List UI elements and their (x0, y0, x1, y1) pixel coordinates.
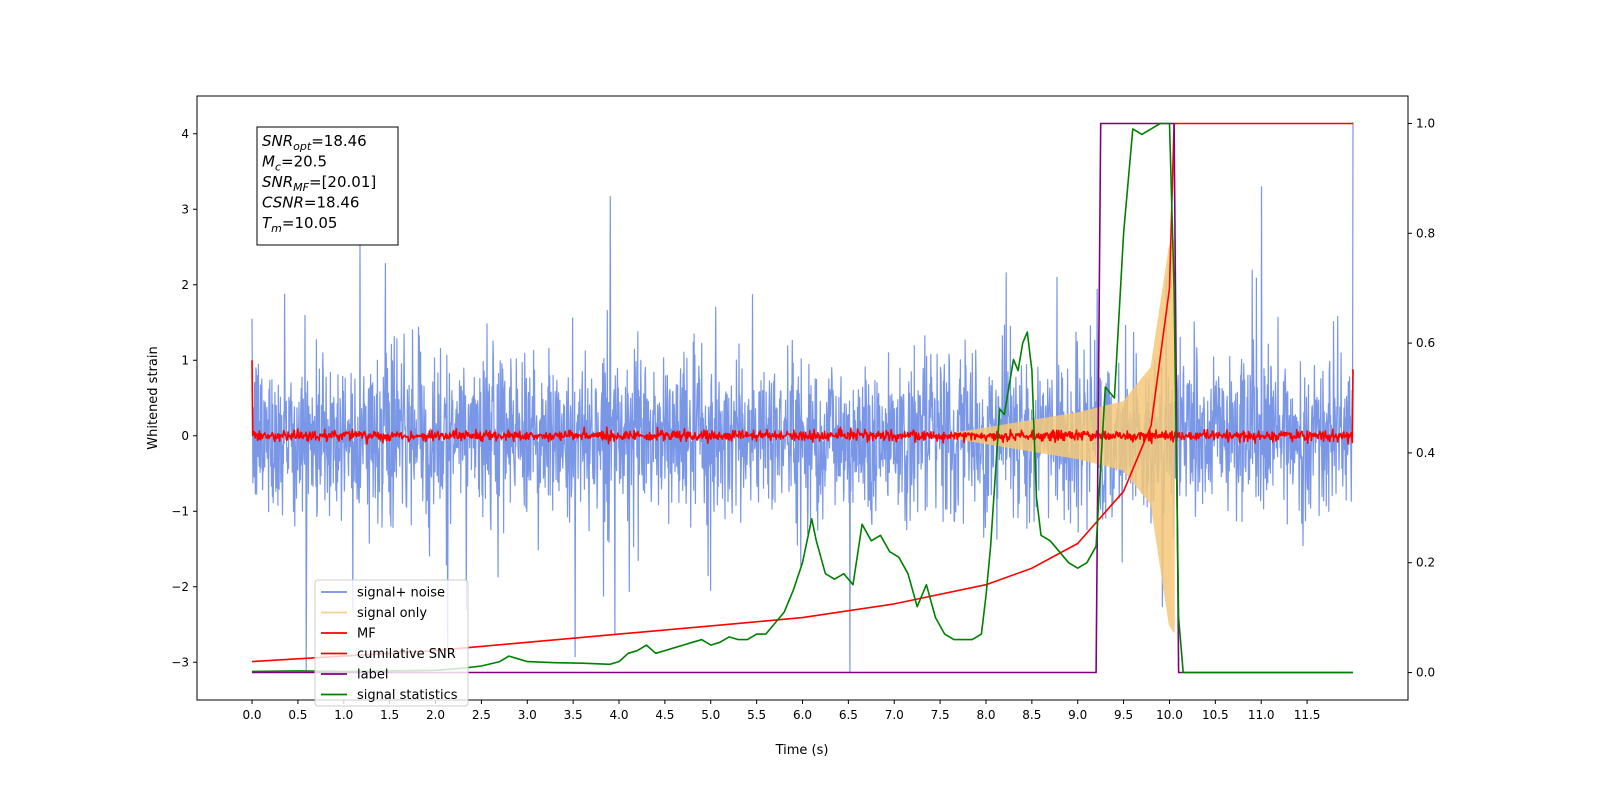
legend-entry-label: cumilative SNR (357, 647, 456, 662)
legend-entry-label: MF (357, 627, 376, 642)
x-tick-label: 9.0 (1068, 708, 1087, 722)
x-tick-label: 9.5 (1114, 708, 1133, 722)
x-tick-label: 5.0 (701, 708, 720, 722)
x-tick-label: 0.0 (242, 708, 261, 722)
legend-entry-label: signal statistics (357, 688, 458, 703)
y-tick-label: −3 (171, 655, 189, 669)
y2-tick-label: 0.8 (1416, 226, 1435, 240)
legend-entry-label: signal only (357, 606, 427, 621)
y-tick-label: 4 (181, 127, 189, 141)
y-tick-label: 2 (181, 278, 189, 292)
y-axis-label: Whitened strain (146, 346, 161, 449)
x-tick-label: 11.5 (1294, 708, 1321, 722)
legend-frame (314, 579, 469, 707)
legend: signal+ noise signal only MF cumilative SNR… (314, 579, 469, 707)
annotation-line: CSNR=18.46 (262, 194, 359, 212)
x-tick-label: 7.5 (931, 708, 950, 722)
x-tick-label: 11.0 (1248, 708, 1275, 722)
x-tick-label: 4.0 (609, 708, 628, 722)
x-tick-label: 1.0 (334, 708, 353, 722)
annotation-line: SNRMF=[20.01] (262, 173, 376, 194)
x-tick-label: 4.5 (655, 708, 674, 722)
x-tick-label: 10.5 (1202, 708, 1229, 722)
series-layer (251, 122, 1354, 674)
x-tick-label: 3.0 (518, 708, 537, 722)
series-line-signal-statistics (251, 122, 1353, 674)
y-tick-label: −2 (171, 580, 189, 594)
annotation-box: SNRopt=18.46Mc=20.5SNRMF=[20.01]CSNR=18.… (256, 126, 399, 246)
x-tick-label: 10.0 (1156, 708, 1183, 722)
annotation-line: Tm=10.05 (262, 214, 337, 235)
x-tick-label: 2.0 (426, 708, 445, 722)
y2-axis: 0.0 0.2 0.4 0.6 0.8 1.0 (1408, 116, 1435, 680)
y2-tick-label: 0.4 (1416, 446, 1435, 460)
y-tick-label: 0 (181, 429, 189, 443)
x-tick-label: 1.5 (380, 708, 399, 722)
y-axis: −3 −2 −1 0 1 2 3 4 (171, 127, 197, 669)
y2-tick-label: 0.0 (1416, 666, 1435, 680)
legend-entry-label: signal+ noise (357, 586, 445, 601)
annotation-line: Mc=20.5 (262, 153, 327, 174)
y2-tick-label: 0.6 (1416, 336, 1435, 350)
x-tick-label: 6.5 (839, 708, 858, 722)
x-tick-label: 8.5 (1022, 708, 1041, 722)
x-axis: 0.0 0.5 1.0 1.5 2.0 2.5 3.0 3.5 4.0 4.5 5.0 5.5 6.0 6… (242, 700, 1320, 722)
y-tick-label: 1 (181, 353, 189, 367)
x-tick-label: 7.0 (885, 708, 904, 722)
x-tick-label: 3.5 (564, 708, 583, 722)
y2-tick-label: 0.2 (1416, 556, 1435, 570)
x-tick-label: 6.0 (793, 708, 812, 722)
y-tick-label: −1 (171, 504, 189, 518)
y-tick-label: 3 (181, 202, 189, 216)
x-tick-label: 5.5 (747, 708, 766, 722)
series-line-mf (251, 360, 1354, 445)
series-line-cumilative-snr (251, 122, 1353, 663)
x-tick-label: 8.0 (976, 708, 995, 722)
y2-tick-label: 1.0 (1416, 116, 1435, 130)
annotation-frame (256, 126, 399, 246)
legend-entry-label: label (357, 668, 388, 683)
x-tick-label: 0.5 (288, 708, 307, 722)
x-axis-label: Time (s) (775, 743, 829, 758)
x-tick-label: 2.5 (472, 708, 491, 722)
annotation-line: SNRopt=18.46 (262, 132, 367, 153)
